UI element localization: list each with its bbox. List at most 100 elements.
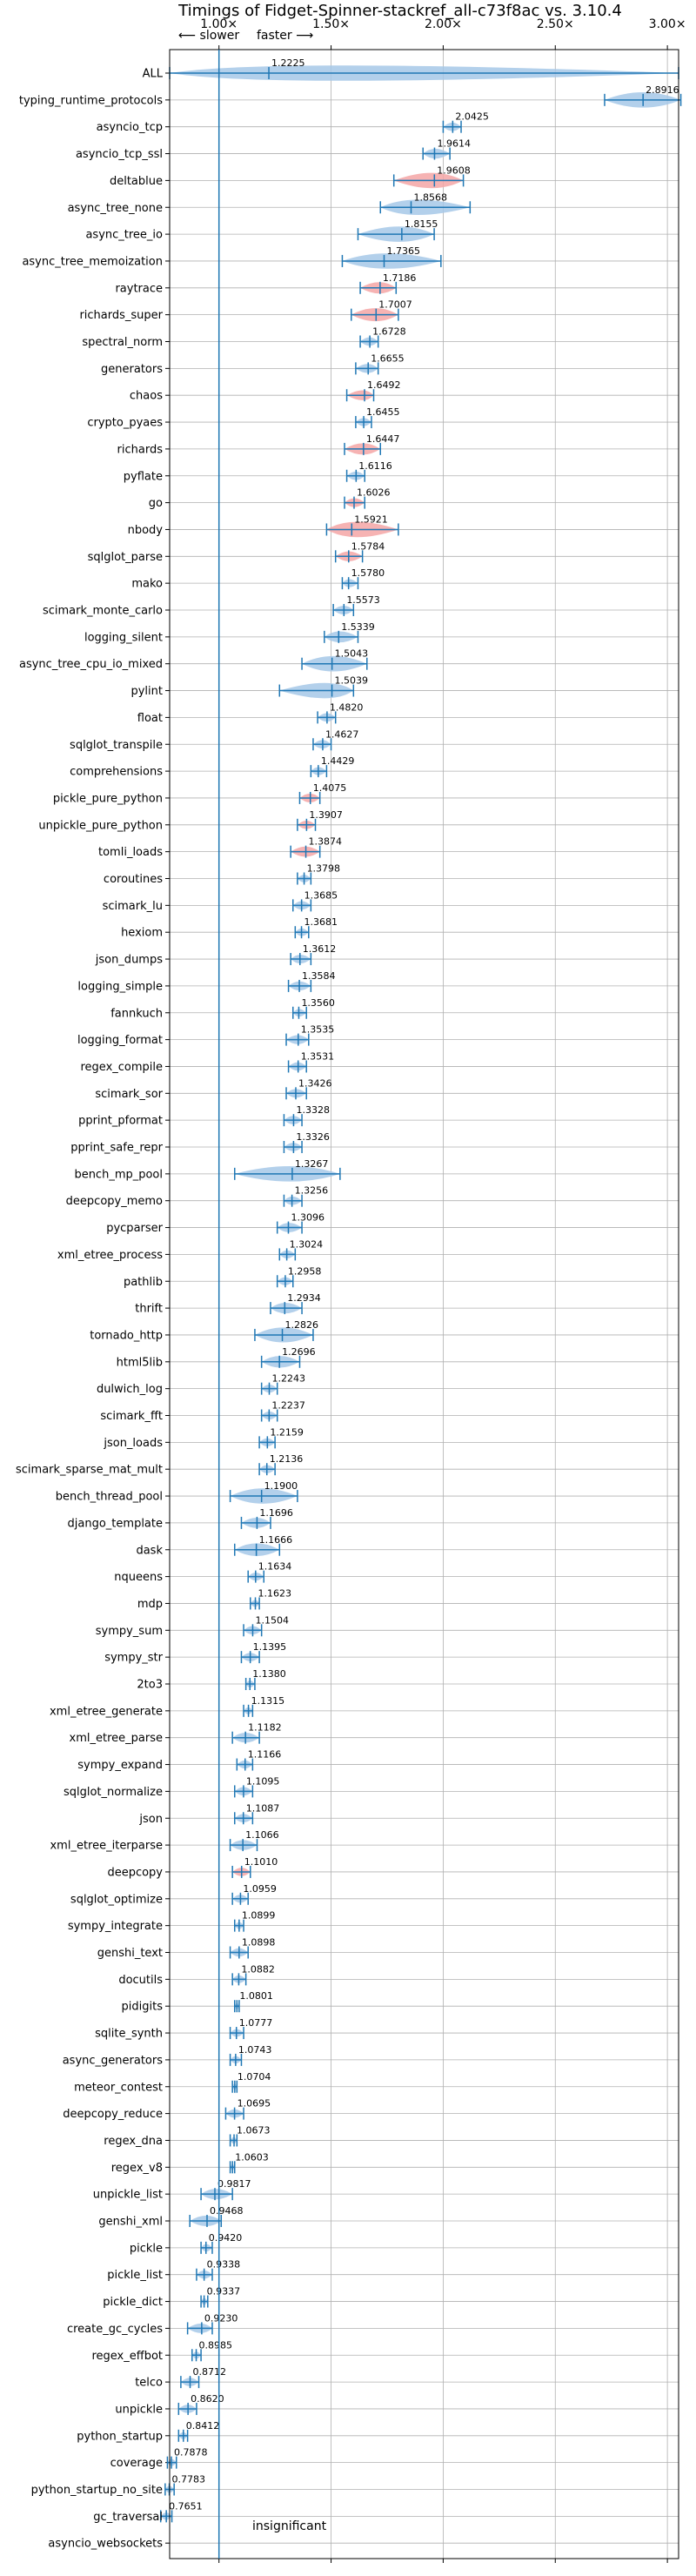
benchmark-name: chaos	[130, 390, 163, 403]
benchmark-name: sympy_integrate	[68, 1920, 163, 1933]
benchmark-name: async_generators	[63, 2054, 164, 2067]
benchmark-name: dulwich_log	[97, 1383, 163, 1396]
benchmark-name: scimark_sor	[95, 1088, 163, 1101]
value-label: 0.7651	[169, 2500, 203, 2512]
value-label: 1.6455	[366, 406, 400, 418]
value-label: 0.8412	[186, 2420, 220, 2432]
value-label: 1.6116	[358, 460, 392, 472]
benchmark-name: meteor_contest	[74, 2081, 163, 2094]
value-label: 1.6447	[366, 433, 400, 445]
value-label: 0.9338	[207, 2259, 241, 2271]
benchmark-name: mdp	[137, 1598, 163, 1611]
plot-frame	[169, 49, 679, 2559]
benchmark-name: xml_etree_process	[57, 1249, 163, 1262]
benchmark-name: crypto_pyaes	[87, 417, 163, 430]
value-label: 1.4820	[330, 701, 364, 713]
benchmark-name: pickle_pure_python	[53, 792, 163, 805]
value-label: 1.1634	[258, 1561, 292, 1573]
value-label: 1.0882	[241, 1963, 275, 1975]
benchmark-name: async_tree_none	[68, 202, 163, 215]
benchmark-name: regex_dna	[104, 2135, 163, 2148]
benchmark-name: pycparser	[106, 1222, 163, 1235]
benchmark-name: xml_etree_generate	[50, 1705, 163, 1718]
value-label: 1.2243	[272, 1373, 306, 1385]
benchmark-name: richards	[117, 443, 164, 456]
benchmark-name: dask	[136, 1544, 163, 1557]
benchmark-name: xml_etree_parse	[70, 1732, 163, 1745]
benchmark-name: richards_super	[79, 309, 163, 322]
value-label: 1.4429	[321, 755, 355, 767]
value-label: 1.0801	[239, 1990, 273, 2002]
benchmark-name: python_startup_no_site	[31, 2484, 163, 2497]
x-tick-label: 3.00×	[649, 17, 686, 31]
benchmark-name: nbody	[128, 524, 164, 537]
value-label: 1.2159	[270, 1426, 304, 1438]
value-label: 1.3798	[307, 863, 341, 875]
value-label: 1.3426	[298, 1077, 332, 1089]
value-label: 1.0777	[239, 2017, 273, 2029]
value-label: 1.0743	[238, 2044, 272, 2056]
benchmark-name: sqlglot_parse	[88, 551, 163, 564]
value-label: 1.5573	[346, 594, 380, 606]
chart-title: Timings of Fidget-Spinner-stackref_all-c…	[177, 2, 622, 20]
value-label: 1.1380	[252, 1668, 286, 1680]
value-label: 1.3328	[296, 1104, 330, 1116]
benchmark-name: comprehensions	[70, 766, 163, 779]
benchmark-name: logging_simple	[77, 980, 163, 993]
value-label: 0.9468	[210, 2205, 244, 2217]
benchmark-name: create_gc_cycles	[67, 2323, 163, 2336]
value-label: 1.3531	[301, 1050, 335, 1062]
benchmark-name: deepcopy_memo	[66, 1195, 163, 1208]
value-label: 1.3612	[303, 943, 337, 955]
benchmark-name: tornado_http	[90, 1329, 163, 1342]
benchmark-name: gc_traversal	[93, 2511, 163, 2524]
value-label: 1.1010	[244, 1856, 278, 1868]
value-label: 1.7365	[386, 245, 420, 257]
value-label: 1.3560	[301, 997, 335, 1009]
value-label: 1.0959	[243, 1883, 277, 1895]
benchmark-name: async_tree_cpu_io_mixed	[19, 658, 163, 671]
benchmark-name: logging_silent	[84, 631, 163, 644]
value-label: 1.1900	[264, 1480, 298, 1492]
benchmark-labels: ALL 1.2225 typing_runtime_protocols 2.8916 a…	[16, 57, 679, 2551]
benchmark-name: bench_mp_pool	[74, 1168, 163, 1181]
value-label: 0.7878	[174, 2447, 208, 2459]
benchmark-name: pidigits	[122, 2001, 164, 2014]
benchmark-name: json_dumps	[95, 954, 163, 967]
value-label: 1.1066	[245, 1829, 279, 1841]
value-label: 1.2136	[270, 1453, 304, 1465]
value-label: 2.8916	[646, 84, 679, 96]
value-label: 1.1095	[246, 1775, 280, 1787]
benchmark-name: scimark_sparse_mat_mult	[16, 1464, 163, 1477]
value-label: 1.7007	[378, 299, 412, 311]
value-label: 1.0603	[235, 2151, 269, 2163]
value-label: 0.9420	[209, 2232, 243, 2244]
benchmark-name: scimark_fft	[100, 1410, 163, 1423]
value-label: 1.2696	[282, 1346, 316, 1358]
benchmark-name: deepcopy	[107, 1866, 163, 1879]
benchmark-name: asyncio_websockets	[48, 2538, 163, 2551]
violin-marks	[159, 65, 682, 2523]
benchmark-name: django_template	[68, 1517, 163, 1530]
value-label: 1.0695	[238, 2098, 271, 2110]
value-label: 1.6026	[357, 487, 391, 499]
value-label: 1.2826	[285, 1319, 319, 1331]
value-label: 1.8155	[405, 218, 438, 230]
value-label: 1.0899	[242, 1910, 276, 1922]
benchmark-name: bench_thread_pool	[56, 1491, 163, 1504]
benchmark-name: pickle_dict	[103, 2296, 163, 2309]
value-label: 1.1315	[251, 1695, 285, 1707]
value-label: 1.5039	[335, 675, 369, 687]
value-label: 1.6492	[367, 379, 401, 391]
value-label: 1.9608	[437, 164, 471, 176]
benchmark-name: deltablue	[110, 175, 163, 188]
benchmark-name: scimark_monte_carlo	[43, 605, 163, 618]
value-label: 0.7783	[172, 2474, 206, 2485]
benchmark-name: regex_v8	[111, 2162, 163, 2175]
value-label: 1.3024	[290, 1238, 324, 1250]
benchmark-name: sqlglot_transpile	[70, 739, 163, 752]
benchmark-name: regex_compile	[80, 1061, 163, 1074]
benchmark-name: scimark_lu	[103, 900, 163, 913]
value-label: 1.1395	[253, 1641, 287, 1653]
